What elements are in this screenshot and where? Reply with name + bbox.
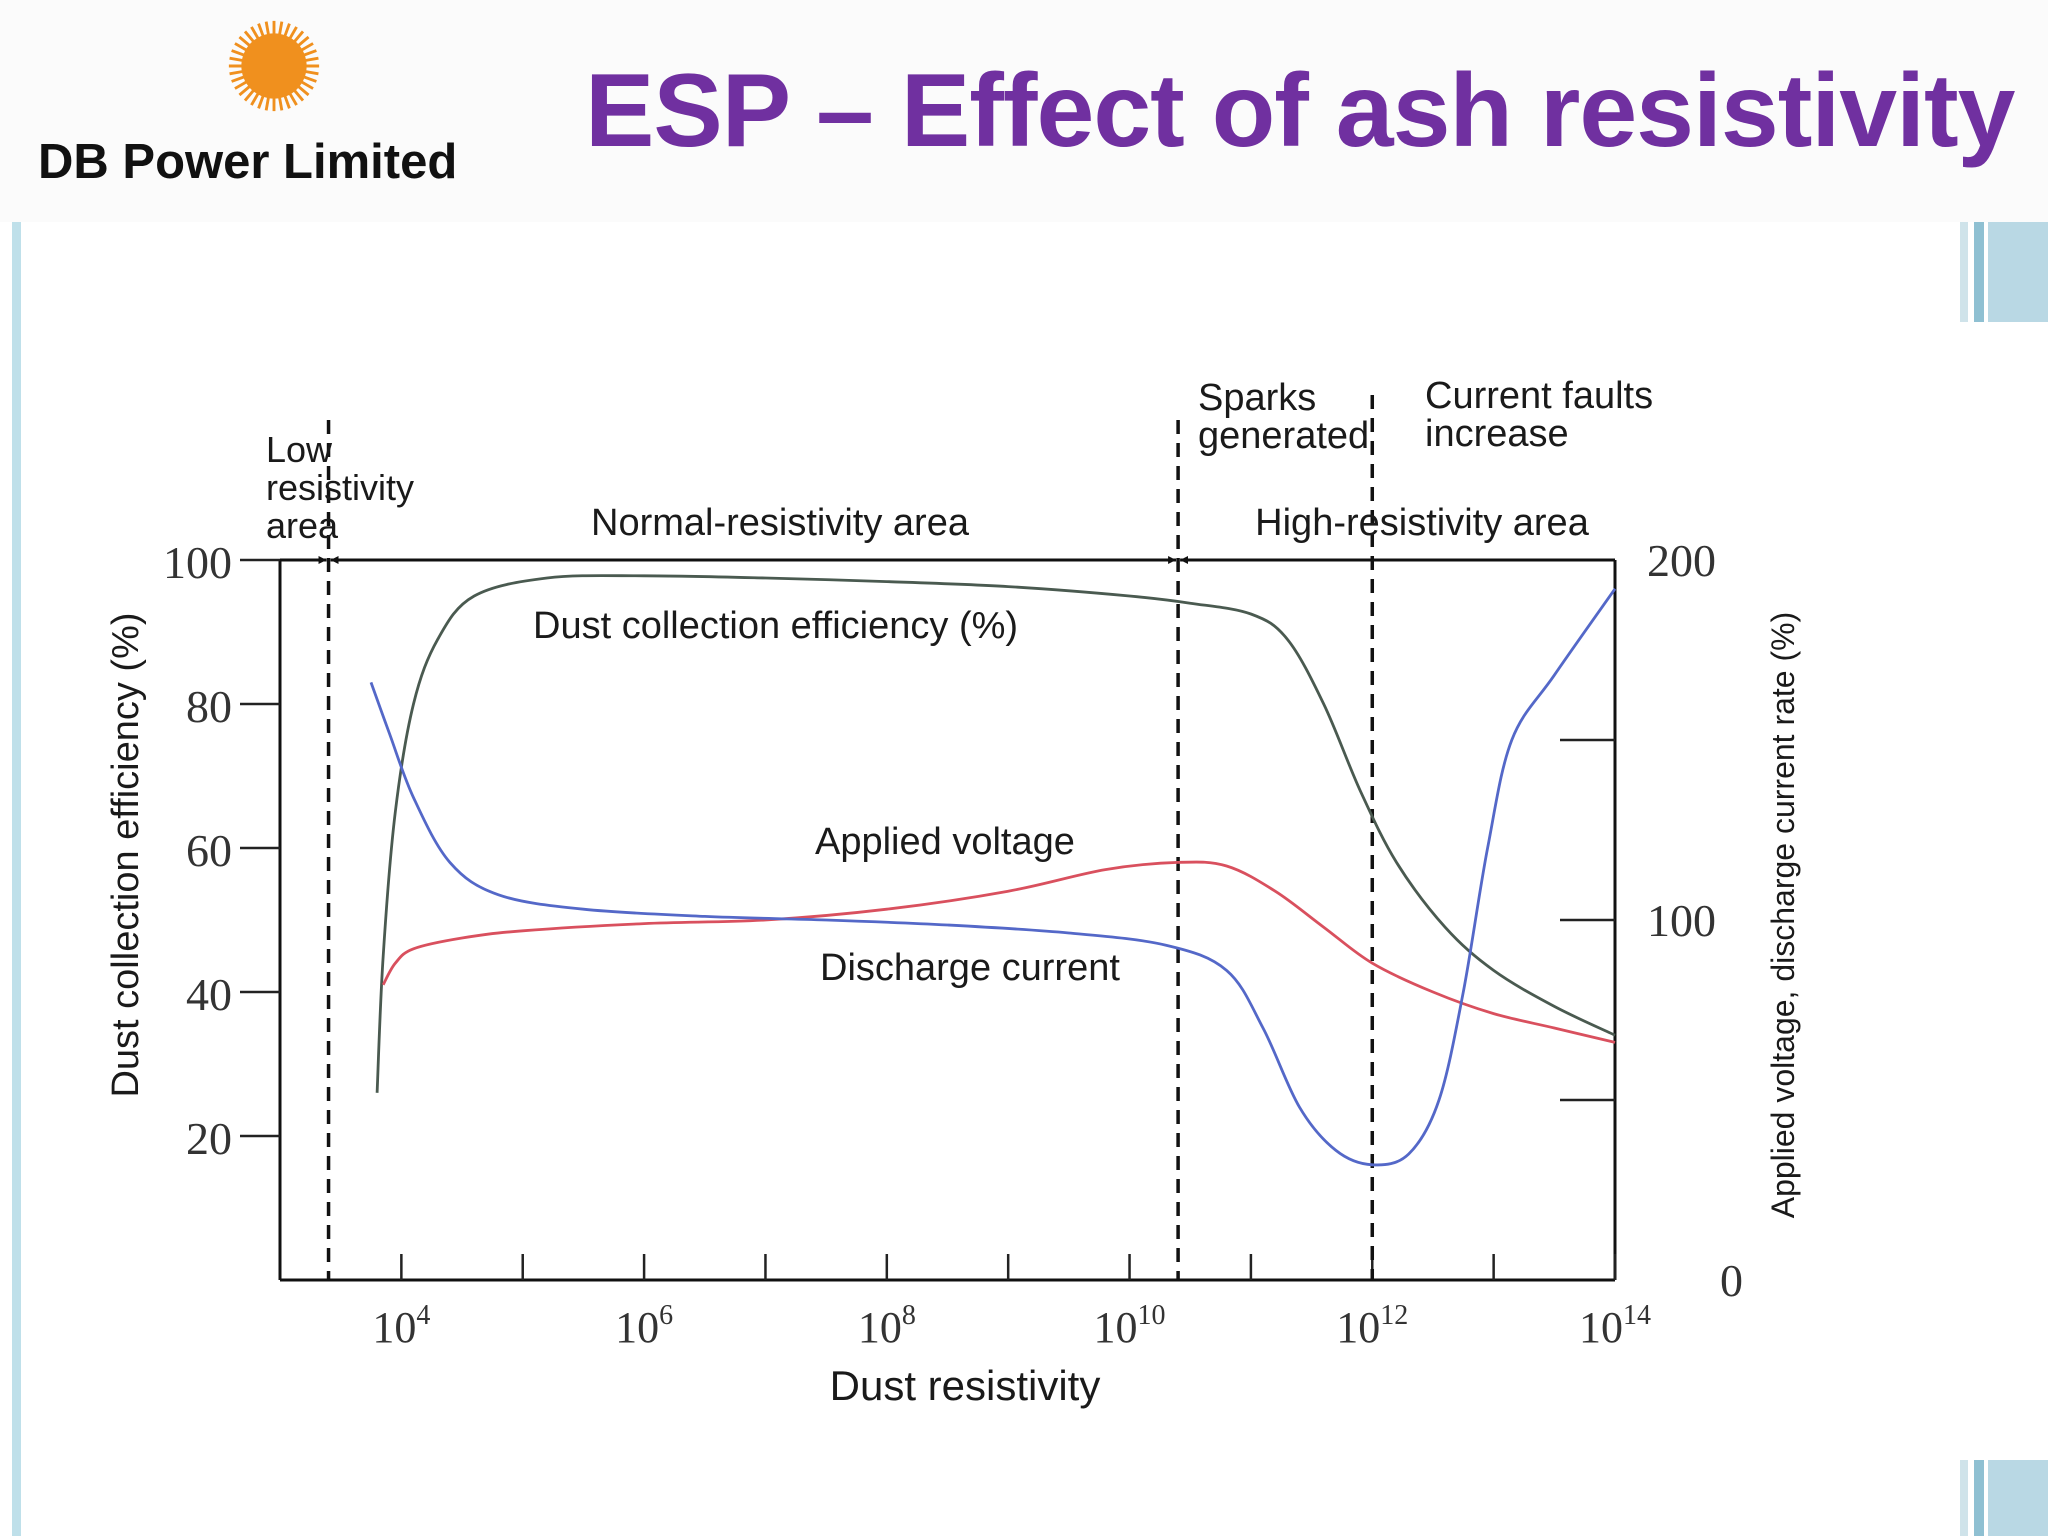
y-left-tick-label: 20 <box>186 1113 232 1164</box>
normal-resistivity-label: Normal-resistivity area <box>591 502 970 544</box>
y-axis-right-label: Applied voltage, discharge current rate … <box>1765 612 1801 1219</box>
x-tick-exponent: 4 <box>416 1300 430 1331</box>
efficiency-series-label: Dust collection efficiency (%) <box>533 605 1018 647</box>
high-resistivity-label: High-resistivity area <box>1255 502 1590 544</box>
x-tick-exponent: 8 <box>902 1300 916 1331</box>
x-tick-exponent: 6 <box>659 1300 673 1331</box>
y-left-tick-label: 80 <box>186 681 232 732</box>
x-axis-label: Dust resistivity <box>830 1362 1101 1409</box>
x-tick-label: 1012 <box>1336 1300 1408 1352</box>
faults-line-2: increase <box>1425 413 1569 455</box>
series-group <box>369 574 1617 1167</box>
x-tick-label: 106 <box>615 1300 673 1352</box>
x-tick-exponent: 14 <box>1623 1300 1651 1331</box>
x-tick-label: 108 <box>858 1300 916 1352</box>
x-tick-exponent: 10 <box>1138 1300 1166 1331</box>
y-left-tick-label: 40 <box>186 969 232 1020</box>
y-axis-left-label: Dust collection efficiency (%) <box>105 612 147 1097</box>
corner-stripes-bottom <box>1960 1460 2048 1536</box>
current-series-label: Discharge current <box>820 947 1120 989</box>
voltage-series-label: Applied voltage <box>815 821 1075 863</box>
x-tick-label: 1010 <box>1094 1300 1166 1352</box>
applied-voltage-curve <box>381 860 1616 1044</box>
sun-disc <box>241 33 307 99</box>
y-right-tick-label: 200 <box>1647 535 1716 586</box>
sparks-line-1: Sparks <box>1198 377 1316 419</box>
x-tick-exponent: 12 <box>1380 1300 1408 1331</box>
text-group: Dust collection efficiency (%) Applied v… <box>105 375 1801 1409</box>
y-left-tick-label: 60 <box>186 825 232 876</box>
low-resistivity-line-3: area <box>266 505 339 546</box>
x-tick-label: 1014 <box>1579 1300 1651 1352</box>
corner-stripes-top <box>1960 222 2048 322</box>
y-right-tick-label: 0 <box>1720 1255 1743 1306</box>
sparks-line-2: generated <box>1198 415 1369 457</box>
slide-title: ESP – Effect of ash resistivity <box>585 53 2015 169</box>
low-resistivity-line-2: resistivity <box>266 467 414 508</box>
x-tick-label: 104 <box>372 1300 430 1352</box>
slide-header: DB Power Limited ESP – Effect of ash res… <box>0 0 2048 222</box>
left-accent-bar <box>12 222 21 1536</box>
efficiency-curve <box>375 574 1616 1093</box>
discharge-current-curve <box>369 587 1617 1167</box>
low-resistivity-line-1: Low <box>266 429 333 470</box>
company-name: DB Power Limited <box>38 135 458 189</box>
faults-line-1: Current faults <box>1425 375 1653 417</box>
sun-icon <box>228 20 320 112</box>
y-right-tick-label: 100 <box>1647 895 1716 946</box>
y-left-tick-label: 100 <box>163 537 232 588</box>
